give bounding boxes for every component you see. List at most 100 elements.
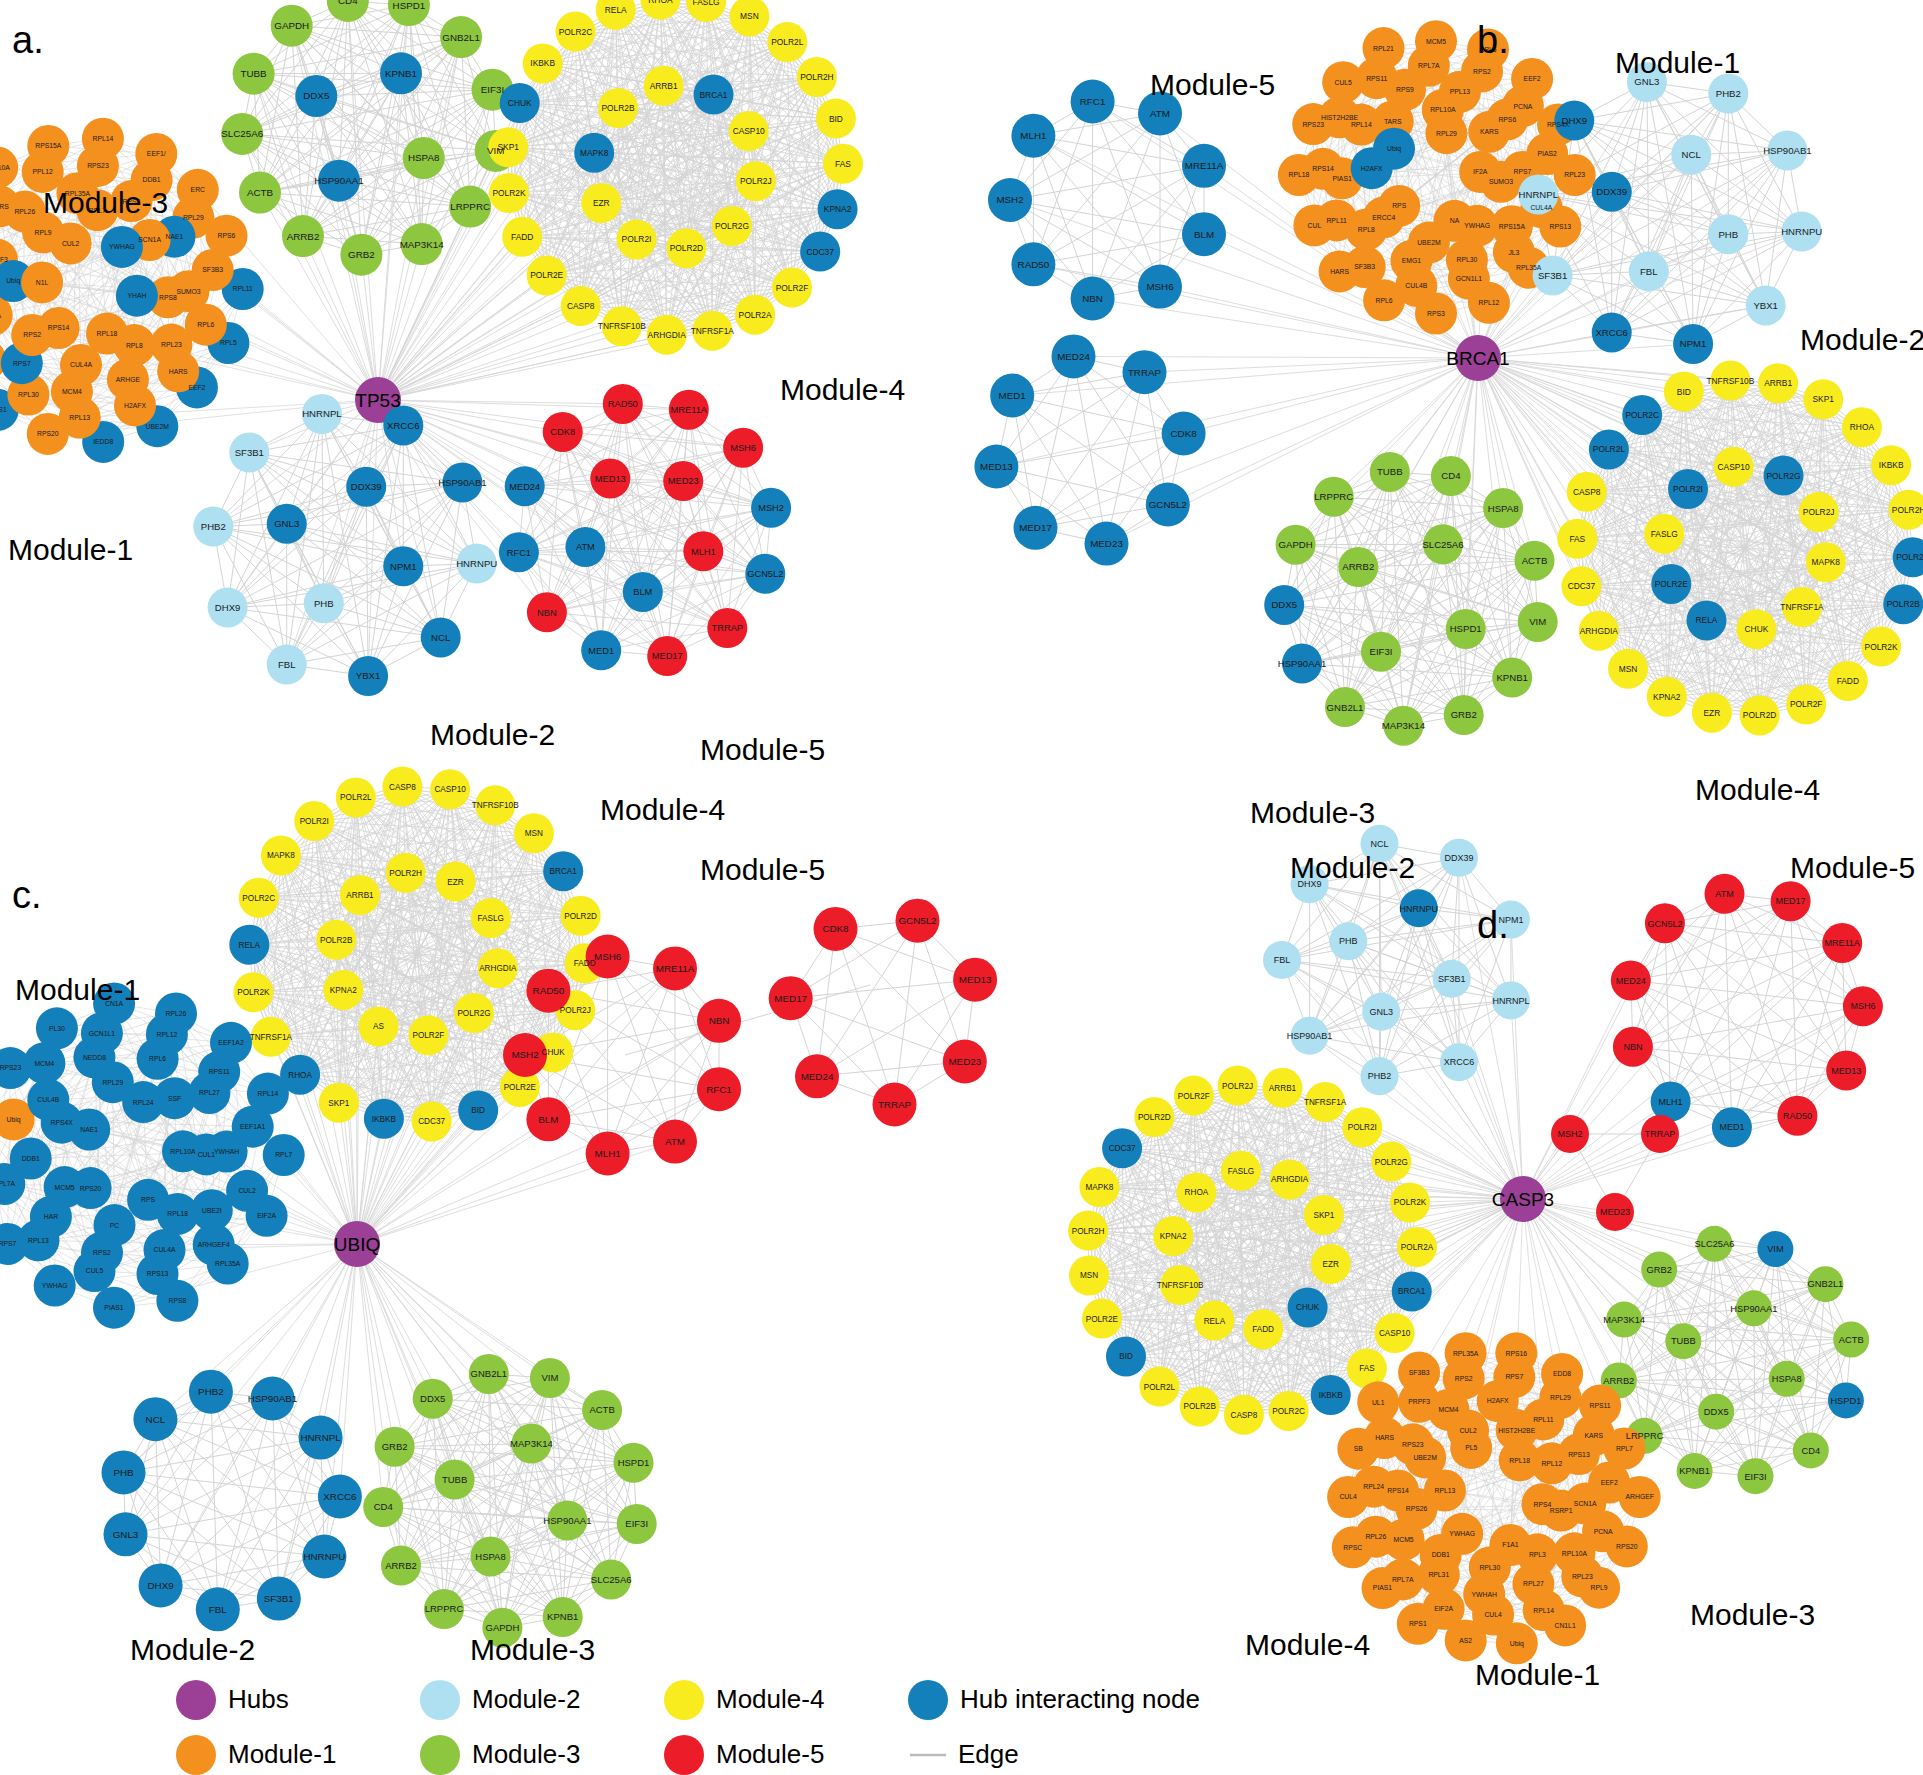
- svg-text:YBX1: YBX1: [356, 670, 381, 681]
- svg-text:MED23: MED23: [668, 476, 699, 486]
- svg-text:POLR2L: POLR2L: [340, 793, 372, 802]
- svg-text:DDB1: DDB1: [1432, 1551, 1450, 1558]
- svg-text:CN1L1: CN1L1: [1555, 1622, 1576, 1629]
- svg-text:DDX5: DDX5: [303, 90, 330, 101]
- svg-text:DDB1: DDB1: [143, 176, 161, 183]
- svg-text:EEF2: EEF2: [1524, 75, 1541, 82]
- svg-text:FBL: FBL: [1640, 266, 1658, 277]
- svg-text:SF3B1: SF3B1: [1438, 974, 1466, 984]
- svg-text:RFC1: RFC1: [507, 548, 531, 558]
- svg-text:RPS6: RPS6: [218, 232, 236, 239]
- svg-text:RPL10A: RPL10A: [1562, 1550, 1588, 1557]
- svg-text:RPS9: RPS9: [1396, 86, 1414, 93]
- svg-text:RPL13: RPL13: [1435, 1487, 1456, 1494]
- svg-text:RPL11: RPL11: [1533, 1416, 1553, 1423]
- svg-text:RPS2: RPS2: [23, 331, 41, 338]
- svg-text:FAS: FAS: [1569, 534, 1585, 544]
- svg-text:POLR2G: POLR2G: [1767, 471, 1801, 481]
- svg-text:RPS13: RPS13: [147, 1270, 169, 1277]
- svg-text:ARHGDIA: ARHGDIA: [1271, 1175, 1309, 1184]
- svg-text:H2AFX: H2AFX: [1487, 1397, 1509, 1404]
- svg-text:KARS: KARS: [1585, 1432, 1604, 1439]
- svg-text:EEF2: EEF2: [188, 384, 205, 391]
- svg-text:RPS15A: RPS15A: [1499, 223, 1526, 230]
- svg-text:IKBKB: IKBKB: [530, 58, 555, 68]
- svg-text:BLM: BLM: [1194, 229, 1214, 240]
- svg-text:RPS7: RPS7: [1514, 168, 1532, 175]
- svg-text:SKP1: SKP1: [497, 142, 519, 152]
- svg-text:HSP90AA1: HSP90AA1: [1730, 1304, 1777, 1314]
- svg-text:RPS16: RPS16: [1506, 1350, 1528, 1357]
- svg-text:RPS15A: RPS15A: [35, 142, 62, 149]
- svg-text:TNFRSF10B: TNFRSF10B: [1157, 1281, 1204, 1290]
- svg-text:NBN: NBN: [1082, 293, 1103, 304]
- svg-text:MAP3K14: MAP3K14: [510, 1438, 553, 1449]
- svg-text:PRPF3: PRPF3: [0, 256, 8, 263]
- svg-text:Module-4: Module-4: [780, 373, 905, 406]
- svg-text:RPS13: RPS13: [1550, 223, 1572, 230]
- svg-text:KARS: KARS: [0, 203, 9, 210]
- svg-text:FBL: FBL: [278, 659, 296, 670]
- svg-text:MED13: MED13: [1831, 1066, 1861, 1076]
- svg-text:CUL: CUL: [1308, 222, 1322, 229]
- svg-text:POLR2G: POLR2G: [1375, 1158, 1408, 1167]
- svg-text:RPS7: RPS7: [13, 360, 31, 367]
- svg-text:POLR2D: POLR2D: [564, 912, 597, 921]
- svg-text:MAPK8: MAPK8: [580, 148, 609, 158]
- svg-text:H2AFX: H2AFX: [124, 402, 146, 409]
- svg-text:POLR2A: POLR2A: [739, 310, 772, 320]
- svg-text:GCN5L2: GCN5L2: [898, 915, 936, 926]
- svg-text:KPNA2: KPNA2: [824, 204, 852, 214]
- svg-text:RPL29: RPL29: [1436, 130, 1457, 137]
- svg-text:GCN1L1: GCN1L1: [1456, 275, 1483, 282]
- svg-text:HSP90AB1: HSP90AB1: [248, 1393, 298, 1404]
- svg-text:POLR2H: POLR2H: [1072, 1227, 1105, 1236]
- svg-text:EEF1A1: EEF1A1: [240, 1123, 266, 1130]
- svg-text:HSPA8: HSPA8: [1772, 1374, 1802, 1384]
- svg-text:LRPPRC: LRPPRC: [450, 201, 490, 212]
- svg-text:YBX1: YBX1: [1753, 300, 1778, 311]
- svg-text:BRCA1: BRCA1: [1398, 1287, 1426, 1296]
- svg-text:EEF2: EEF2: [1601, 1479, 1618, 1486]
- svg-text:GAPDH: GAPDH: [486, 1622, 520, 1633]
- svg-text:PCNA: PCNA: [1594, 1528, 1613, 1535]
- svg-text:RPL7: RPL7: [1616, 1445, 1633, 1452]
- svg-text:DDX39: DDX39: [351, 481, 382, 492]
- svg-text:SSF: SSF: [168, 1095, 181, 1102]
- svg-text:GRB2: GRB2: [348, 249, 375, 260]
- svg-text:TNFRSF10B: TNFRSF10B: [472, 801, 519, 810]
- svg-text:POLR2A: POLR2A: [1896, 552, 1923, 562]
- svg-text:RPS8: RPS8: [159, 294, 177, 301]
- svg-text:IEDD8: IEDD8: [93, 438, 113, 445]
- svg-text:NBN: NBN: [537, 608, 557, 618]
- svg-text:ARHGEF: ARHGEF: [1626, 1493, 1654, 1500]
- svg-text:GAPDH: GAPDH: [1279, 539, 1313, 550]
- svg-text:RPS6: RPS6: [1498, 116, 1516, 123]
- svg-text:MCM4: MCM4: [62, 388, 82, 395]
- svg-text:RPS26: RPS26: [1406, 1505, 1428, 1512]
- svg-text:GCN1L1: GCN1L1: [89, 1030, 116, 1037]
- svg-text:PHB: PHB: [113, 1467, 134, 1478]
- svg-text:POLR2J: POLR2J: [1803, 507, 1835, 517]
- svg-text:RPS11: RPS11: [1366, 75, 1387, 82]
- svg-text:SUMO3: SUMO3: [1489, 178, 1513, 185]
- svg-text:ERCC4: ERCC4: [1372, 214, 1395, 221]
- svg-text:CDC37: CDC37: [806, 247, 834, 257]
- svg-text:LRPPRC: LRPPRC: [425, 1603, 464, 1614]
- svg-text:POLR2G: POLR2G: [457, 1009, 490, 1018]
- svg-text:TRRAP: TRRAP: [878, 1099, 912, 1110]
- svg-text:CDK8: CDK8: [822, 923, 849, 934]
- svg-text:POLR2I: POLR2I: [300, 817, 329, 826]
- svg-text:RFC1: RFC1: [1080, 96, 1106, 107]
- svg-text:RPL14: RPL14: [1533, 1607, 1554, 1614]
- svg-text:SLC25A6: SLC25A6: [1695, 1239, 1735, 1249]
- svg-text:EEF1A2: EEF1A2: [218, 1039, 244, 1046]
- svg-text:RPL12: RPL12: [1479, 299, 1500, 306]
- svg-text:CD4: CD4: [338, 0, 358, 6]
- svg-text:MAPK8: MAPK8: [267, 851, 295, 860]
- svg-text:NEDD8: NEDD8: [83, 1054, 106, 1061]
- svg-text:Ubiq: Ubiq: [1387, 145, 1401, 153]
- svg-text:RPL11: RPL11: [1326, 217, 1346, 224]
- svg-text:RPS23: RPS23: [1302, 121, 1324, 128]
- svg-text:CASP8: CASP8: [1573, 487, 1601, 497]
